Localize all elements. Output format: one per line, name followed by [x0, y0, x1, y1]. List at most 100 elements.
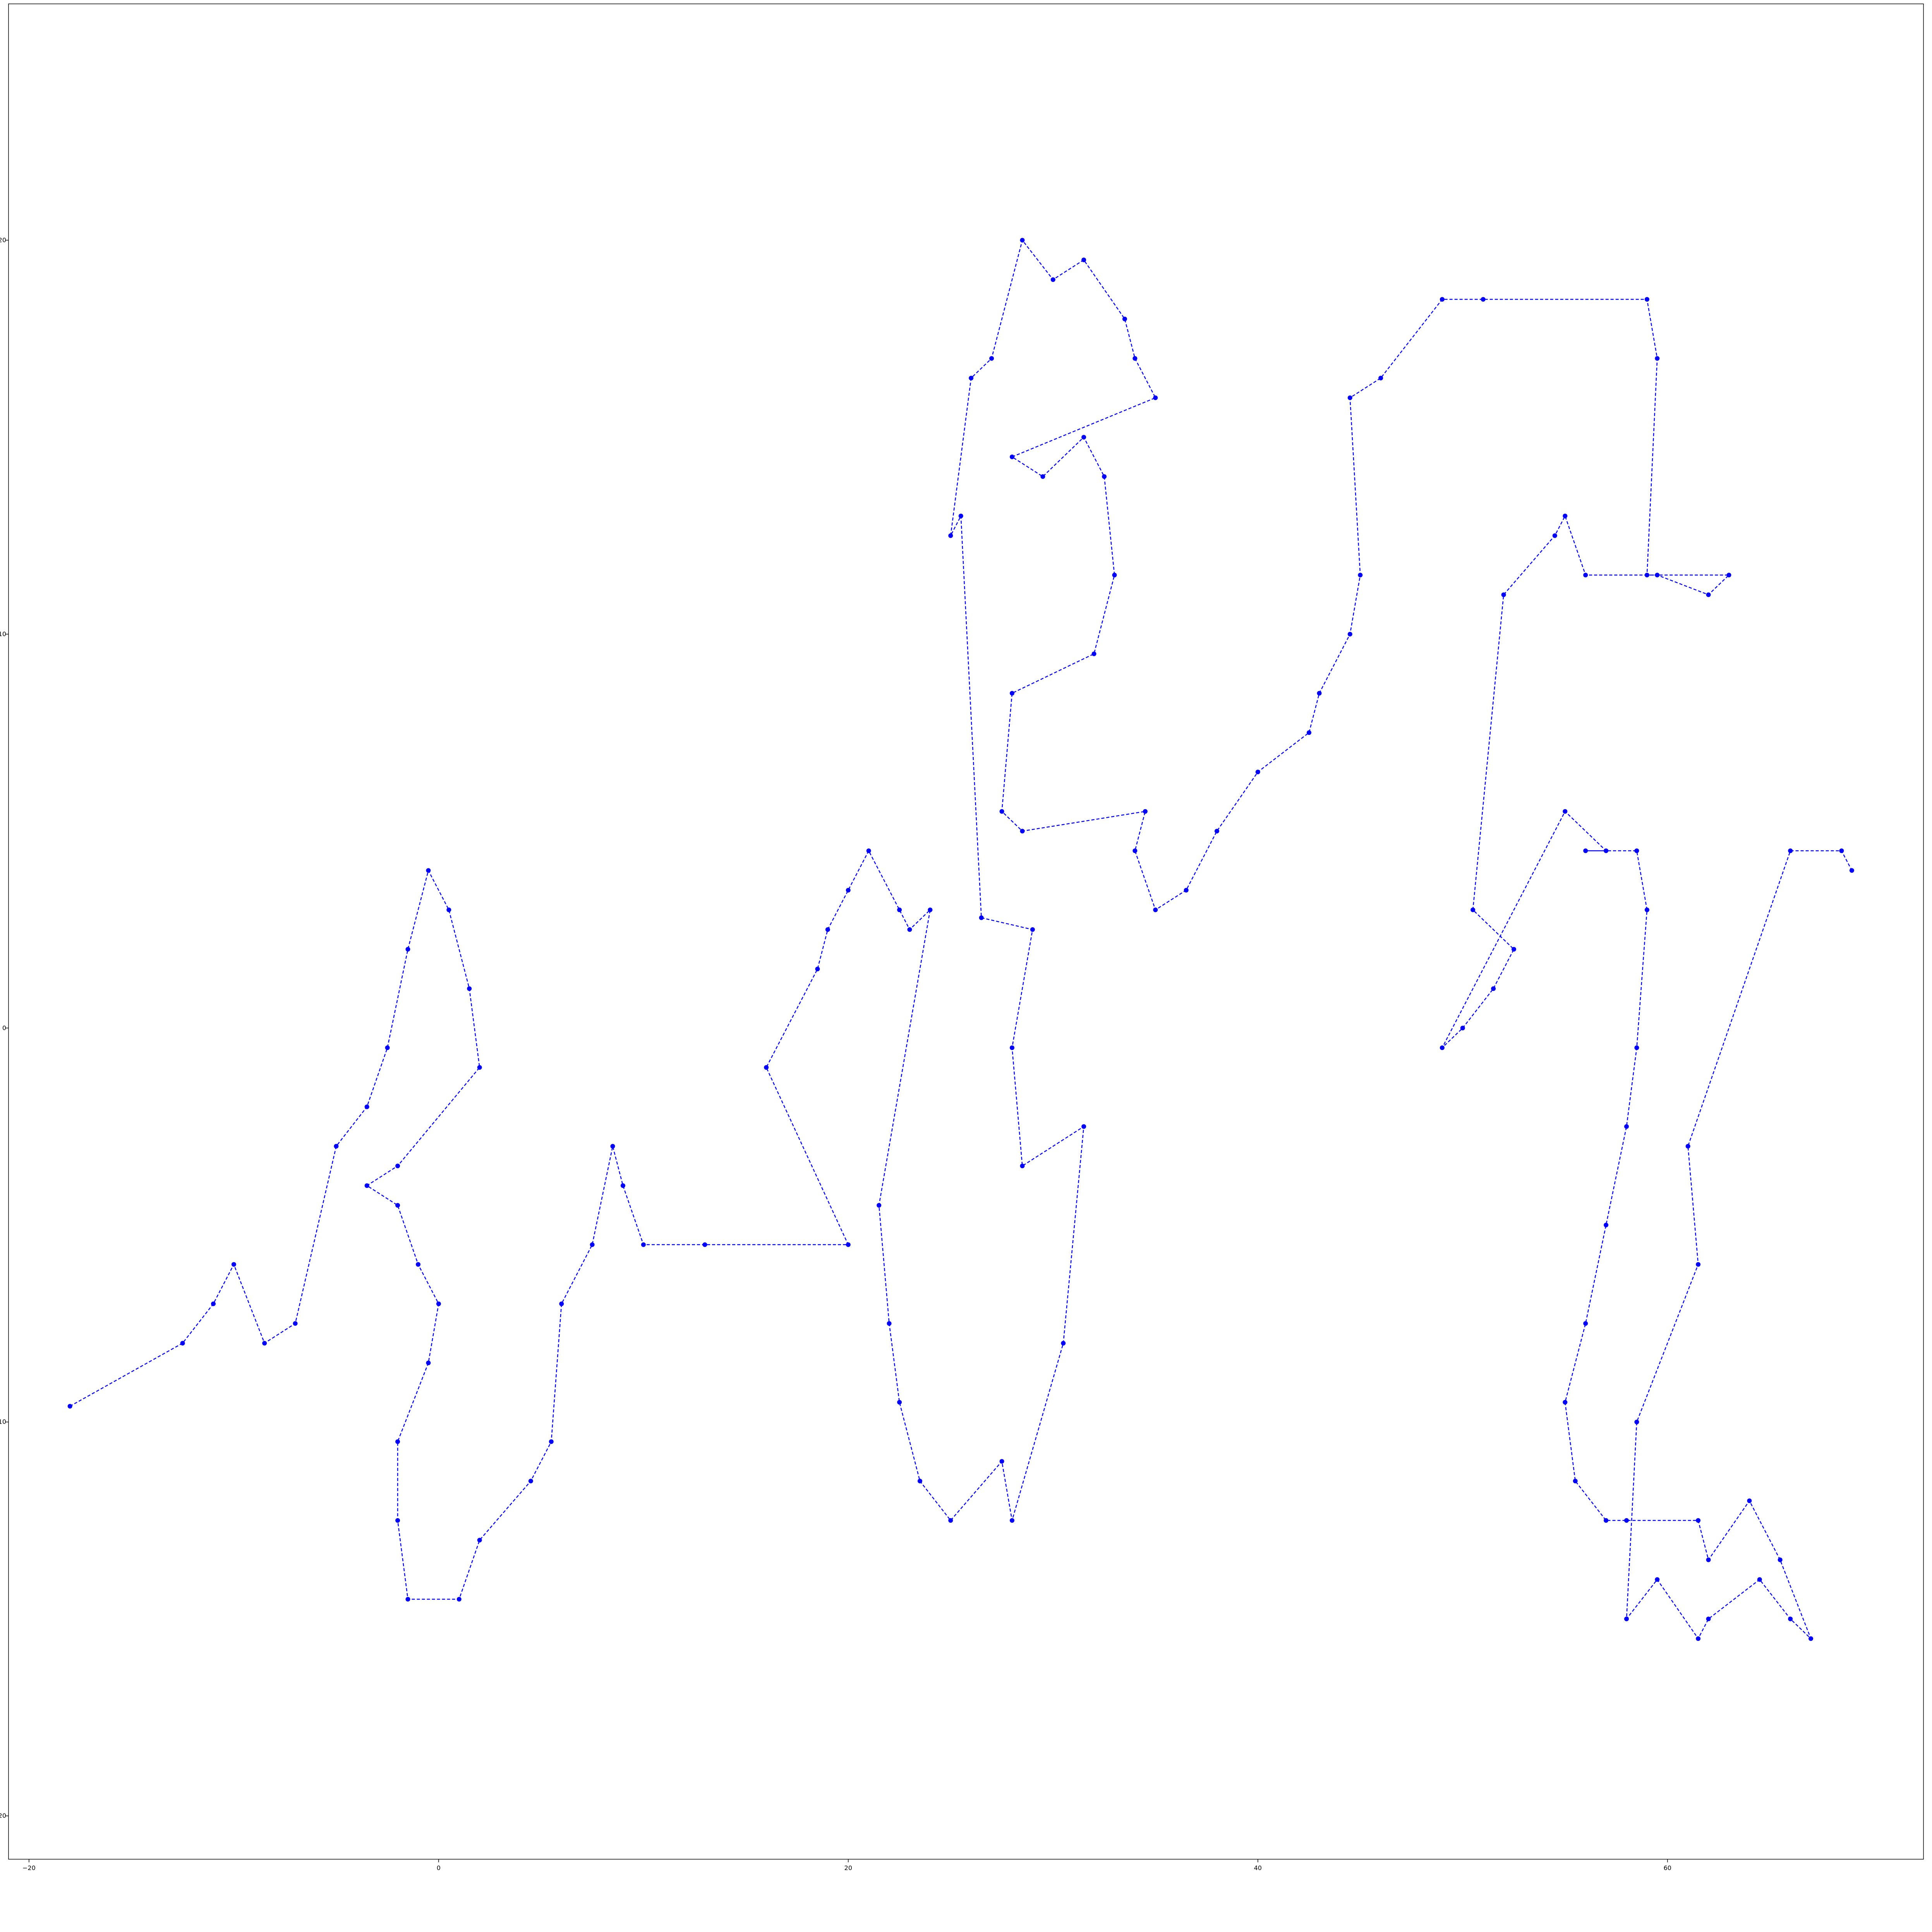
data-point: [590, 1242, 595, 1247]
data-point: [1563, 1400, 1568, 1405]
data-point: [958, 513, 963, 518]
data-point: [897, 1400, 902, 1405]
data-point: [1491, 986, 1496, 991]
data-point: [1040, 474, 1045, 479]
data-point: [1378, 376, 1383, 381]
data-point: [416, 1262, 420, 1267]
data-point: [334, 1144, 339, 1149]
data-point: [1706, 1557, 1711, 1562]
y-tick-label: 10: [0, 630, 6, 638]
data-point: [1788, 848, 1793, 853]
data-point: [364, 1183, 369, 1188]
data-point: [385, 1045, 390, 1050]
data-point: [1583, 573, 1588, 578]
data-point: [1644, 297, 1649, 302]
x-tick-label: −20: [22, 1864, 36, 1872]
data-point: [1132, 356, 1138, 361]
data-point: [1010, 1518, 1014, 1523]
data-point: [1184, 888, 1189, 893]
y-tick-label: 0: [2, 1024, 6, 1031]
data-point: [477, 1537, 482, 1543]
data-point: [456, 1597, 462, 1602]
data-point: [866, 848, 871, 853]
data-point: [1132, 848, 1138, 853]
data-point: [1747, 1498, 1752, 1503]
data-point: [1470, 908, 1476, 912]
data-point: [1604, 1518, 1609, 1523]
data-point: [467, 986, 472, 991]
data-point: [1552, 533, 1557, 538]
series-layer: [67, 238, 1854, 1641]
data-point: [1347, 631, 1352, 637]
data-point: [1604, 848, 1609, 853]
data-point: [1030, 927, 1035, 932]
data-point: [395, 1163, 400, 1168]
data-point: [999, 1459, 1004, 1464]
data-point: [989, 356, 994, 361]
data-point: [1685, 1144, 1690, 1149]
data-point: [549, 1439, 554, 1444]
data-point: [1081, 435, 1086, 440]
data-point: [1153, 908, 1158, 912]
data-point: [1757, 1577, 1762, 1582]
data-point: [764, 1065, 769, 1070]
data-point: [877, 1203, 882, 1208]
data-point: [426, 1361, 431, 1366]
data-point: [1317, 691, 1322, 696]
x-tick-label: 60: [1664, 1864, 1671, 1872]
data-point: [1696, 1262, 1701, 1267]
data-point: [1215, 829, 1219, 834]
data-point: [262, 1341, 267, 1346]
data-point: [1460, 1026, 1465, 1031]
data-point: [1655, 573, 1660, 578]
data-point: [948, 533, 953, 538]
x-tick-label: 40: [1254, 1864, 1262, 1872]
data-point: [405, 947, 410, 952]
data-point: [405, 1597, 410, 1602]
data-point: [1347, 395, 1352, 400]
data-point: [67, 1404, 72, 1409]
data-point: [641, 1242, 646, 1247]
data-point: [969, 376, 974, 381]
data-point: [1061, 1341, 1066, 1346]
data-point: [436, 1301, 441, 1306]
data-point: [1706, 1616, 1711, 1621]
data-point: [1849, 868, 1854, 873]
data-point: [364, 1104, 369, 1109]
data-point: [1010, 691, 1014, 696]
data-point: [446, 908, 451, 912]
data-point: [1050, 277, 1055, 282]
data-point: [907, 927, 912, 932]
data-point: [1644, 908, 1649, 912]
data-point: [559, 1301, 564, 1306]
data-point: [1358, 573, 1363, 578]
data-point: [1624, 1616, 1629, 1621]
data-point: [1624, 1124, 1629, 1129]
data-point: [1634, 1419, 1639, 1424]
data-point: [180, 1341, 185, 1346]
data-point: [1563, 809, 1568, 814]
data-point: [1143, 809, 1148, 814]
data-point: [1020, 1163, 1025, 1168]
data-point: [846, 1242, 851, 1247]
data-point: [395, 1203, 400, 1208]
data-point: [1808, 1636, 1814, 1641]
plot-frame: [8, 3, 1924, 1860]
data-point: [1307, 730, 1311, 735]
data-point: [1122, 316, 1127, 321]
data-point: [887, 1321, 892, 1326]
data-point: [1481, 297, 1486, 302]
data-point: [1512, 947, 1516, 952]
data-point: [1440, 297, 1445, 302]
data-point: [1696, 1518, 1701, 1523]
data-point: [1255, 769, 1260, 774]
data-point: [610, 1144, 615, 1149]
data-point: [1778, 1557, 1783, 1562]
data-point: [211, 1301, 216, 1306]
data-point: [395, 1518, 400, 1523]
data-point: [1081, 257, 1086, 263]
data-point: [1706, 592, 1711, 597]
data-point: [1788, 1616, 1793, 1621]
data-point: [1112, 573, 1117, 578]
